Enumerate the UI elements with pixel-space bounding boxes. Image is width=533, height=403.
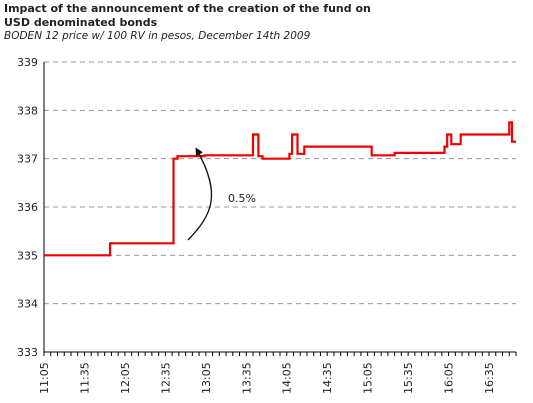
x-tick-label-1505: 15:05 [362,362,375,394]
x-tick-label-1235: 12:35 [159,362,172,394]
y-tick-label-335: 335 [17,249,38,262]
y-tick-label-337: 337 [17,153,38,166]
x-tick-label-1205: 12:05 [119,362,132,394]
axis-layer: 333 334 335 336 337 338 339 11:05 11:35 12:05 12:3… [17,56,517,394]
x-tick-label-1435: 14:35 [321,362,334,394]
x-tick-label-1335: 13:35 [240,362,253,394]
grid-layer [44,61,516,305]
x-tick-label-1305: 13:05 [200,362,213,394]
x-tick-label-1605: 16:05 [443,362,456,394]
x-tick-label-1105: 11:05 [38,362,51,394]
y-tick-label-334: 334 [17,298,38,311]
chart-header: Impact of the announcement of the creati… [4,2,524,43]
y-tick-label-339: 339 [17,56,38,69]
y-tick-label-336: 336 [17,201,38,214]
y-tick-label-333: 333 [17,346,38,359]
percent-change-label: 0.5% [228,192,256,205]
percent-change-arrow [187,147,213,241]
x-tick-label-1135: 11:35 [78,362,91,394]
series-layer [44,121,516,257]
x-tick-label-1535: 15:35 [402,362,415,394]
x-tick-label-1635: 16:35 [483,362,496,394]
annotation-layer: 0.5% [187,147,256,241]
chart-title-line-2: USD denominated bonds [4,16,158,29]
x-tick-label-1405: 14:05 [281,362,294,394]
chart-title-line-1: Impact of the announcement of the creati… [4,2,371,15]
chart-subtitle: BODEN 12 price w/ 100 RV in pesos, Decem… [4,30,311,42]
y-tick-label-338: 338 [17,104,38,117]
price-series-line-0 [44,121,516,257]
